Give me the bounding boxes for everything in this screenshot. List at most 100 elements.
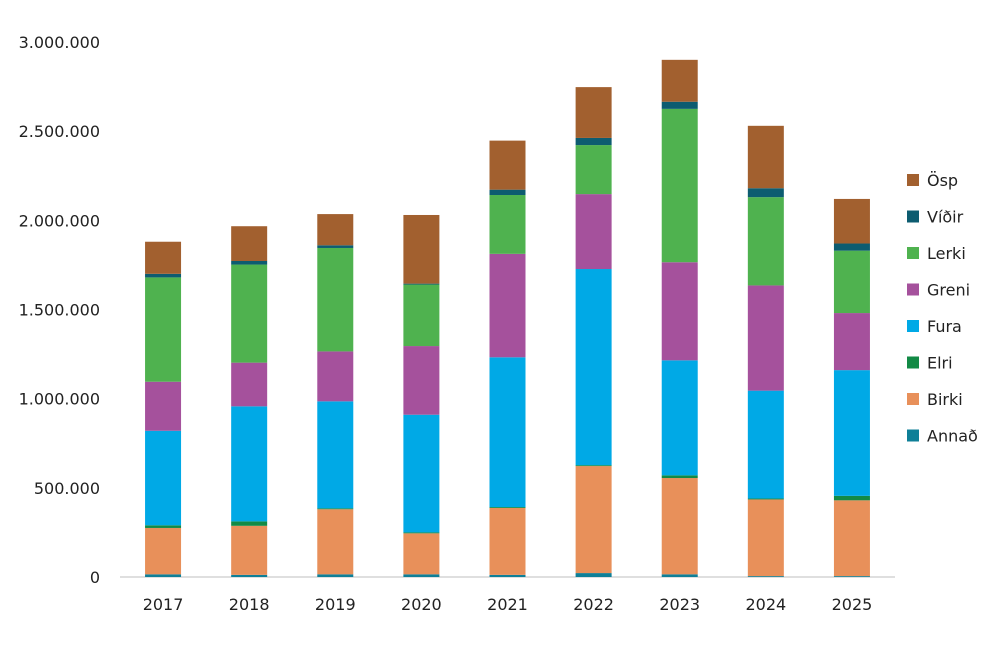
bar-stack-2025: [833, 198, 870, 577]
x-tick-label: 2022: [573, 595, 614, 614]
bar-segment: [317, 245, 354, 248]
bar-stack-2018: [231, 226, 268, 577]
x-tick-label: 2021: [487, 595, 528, 614]
bar-segment: [833, 243, 870, 251]
bar-segment: [747, 285, 784, 391]
y-tick-label: 2.500.000: [19, 122, 100, 141]
legend-swatch: [907, 174, 919, 186]
bar-segment: [231, 226, 268, 261]
bar-segment: [833, 250, 870, 314]
legend: Ösp Víðir Lerki Greni Fura Elri Birki Annað: [907, 171, 978, 446]
bar-segment: [231, 521, 268, 526]
legend-label: Greni: [927, 281, 970, 300]
y-tick-label: 0: [90, 568, 100, 587]
legend-item: Lerki: [907, 244, 966, 263]
bar-stack-2019: [317, 214, 354, 577]
bar-segment: [317, 401, 354, 509]
bar-segment: [403, 532, 440, 534]
bar-stack-2024: [747, 125, 784, 577]
legend-swatch: [907, 356, 919, 369]
bar-segment: [403, 574, 440, 577]
bar-segment: [575, 465, 612, 467]
bar-segment: [833, 500, 870, 577]
bar-segment: [145, 574, 182, 577]
bar-segment: [833, 495, 870, 501]
legend-item: Ösp: [907, 171, 958, 190]
legend-label: Annað: [927, 427, 978, 446]
bar-segment: [575, 573, 612, 577]
legend-swatch: [907, 247, 919, 259]
bar-stack-2022: [575, 87, 612, 577]
bar-segment: [145, 525, 182, 528]
bar-segment: [747, 498, 784, 500]
bar-segment: [403, 214, 440, 284]
bar-segment: [833, 370, 870, 496]
bar-segment: [145, 381, 182, 431]
bar-segment: [145, 241, 182, 274]
legend-swatch: [907, 210, 919, 223]
legend-label: Birki: [927, 390, 963, 409]
bar-segment: [145, 277, 182, 382]
bar-segment: [145, 430, 182, 526]
y-tick-label: 3.000.000: [19, 33, 100, 52]
x-axis-tick-labels: 2017 2018 2019 2020 2021 2022 2023 2024 2025: [143, 595, 873, 614]
bar-segment: [747, 390, 784, 499]
legend-swatch: [907, 429, 919, 442]
legend-item: Annað: [907, 427, 978, 446]
bar-segment: [317, 214, 354, 246]
bar-segment: [231, 525, 268, 575]
x-tick-label: 2024: [745, 595, 786, 614]
legend-swatch: [907, 320, 919, 332]
x-tick-label: 2023: [659, 595, 700, 614]
bar-segment: [661, 574, 698, 577]
bar-segment: [317, 508, 354, 510]
x-tick-label: 2019: [315, 595, 356, 614]
bar-segment: [489, 189, 526, 196]
bar-segment: [231, 264, 268, 363]
legend-item: Greni: [907, 281, 970, 300]
legend-item: Víðir: [907, 208, 964, 227]
bar-stack-2020: [403, 214, 440, 577]
bar-segment: [317, 247, 354, 352]
x-tick-label: 2017: [143, 595, 184, 614]
legend-label: Ösp: [927, 171, 958, 190]
bar-segment: [489, 507, 526, 508]
bar-segment: [661, 101, 698, 109]
bar-segment: [403, 346, 440, 415]
bar-segment: [747, 499, 784, 577]
legend-item: Elri: [907, 354, 953, 373]
y-tick-label: 1.500.000: [19, 301, 100, 320]
bar-segment: [575, 145, 612, 195]
legend-label: Elri: [927, 354, 953, 373]
bar-segment: [489, 195, 526, 254]
bar-segment: [575, 269, 612, 466]
bar-segment: [661, 478, 698, 575]
y-tick-label: 1.000.000: [19, 390, 100, 409]
bar-segment: [317, 351, 354, 402]
bar-segment: [231, 260, 268, 265]
legend-swatch: [907, 283, 919, 296]
bar-segment: [403, 283, 440, 285]
bar-segment: [833, 313, 870, 371]
y-tick-label: 500.000: [34, 479, 100, 498]
y-tick-label: 2.000.000: [19, 211, 100, 230]
bar-segment: [489, 140, 526, 190]
bar-segment: [575, 466, 612, 574]
bar-segment: [747, 197, 784, 286]
bar-segment: [747, 188, 784, 198]
bar-segment: [747, 125, 784, 189]
bar-segment: [403, 284, 440, 347]
bar-stack-2021: [489, 140, 526, 577]
bar-segment: [489, 253, 526, 358]
y-axis-tick-labels: 0 500.000 1.000.000 1.500.000 2.000.000 2.500…: [19, 33, 100, 587]
bar-segment: [661, 360, 698, 476]
x-tick-label: 2025: [832, 595, 873, 614]
bar-segment: [833, 198, 870, 244]
legend-label: Víðir: [927, 208, 964, 227]
bar-segment: [231, 574, 268, 577]
bar-segment: [575, 87, 612, 138]
bar-segment: [661, 475, 698, 479]
bar-segment: [317, 509, 354, 575]
bar-segment: [833, 576, 870, 577]
